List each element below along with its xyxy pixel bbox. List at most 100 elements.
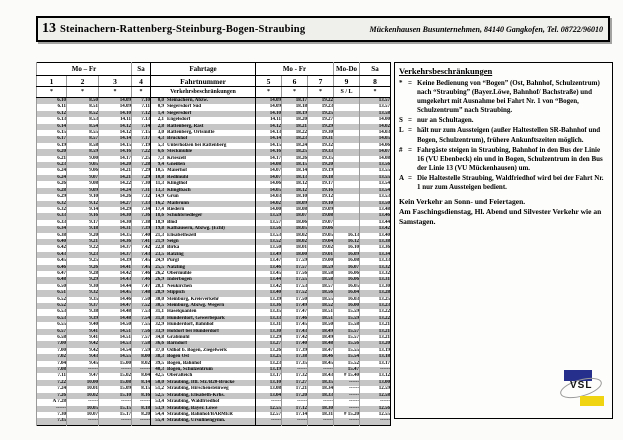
- station-cell: 55,4 Straubing, Ursulinengymn.: [150, 418, 256, 426]
- time-cell: 8.00: [131, 354, 151, 361]
- table-row: 7.24 10.01 15.09 8.15 51,2 Straubing, Hirsche…: [36, 386, 391, 393]
- time-cell: ------: [333, 399, 360, 406]
- time-cell: 9.39: [66, 315, 99, 323]
- km-value: 18,6: [155, 213, 164, 219]
- time-cell: 7.36: [131, 213, 151, 220]
- km-value: 51,2: [155, 386, 164, 392]
- time-cell: 18.48: [307, 341, 334, 348]
- station-cell: 50,0 Straubing, Ittl. Str./B20-Brücke: [150, 379, 256, 387]
- time-cell: 19.19: [307, 168, 334, 175]
- km-value: 16,2: [155, 200, 164, 206]
- time-cell: 14.15: [98, 142, 132, 150]
- time-cell: 15.47: [333, 367, 360, 374]
- time-cell: 18.01: [281, 245, 308, 252]
- km-value: 28,9: [155, 290, 164, 296]
- time-cell: 13.22: [359, 315, 391, 323]
- time-cell: [333, 149, 360, 156]
- time-cell: 12.58: [359, 392, 391, 400]
- time-cell: 6.43: [36, 251, 67, 259]
- station-cell: 53,4 Straubing, Waldfriedhof: [150, 399, 256, 406]
- station-cell: 39,5 Bogen, Bahnhof: [150, 360, 256, 368]
- table-row: 6.48 9.29 14.43 7.46 26,9 Inderbogen 13.44 17.5…: [36, 277, 391, 284]
- legend-symbol: A: [399, 173, 405, 182]
- time-cell: 18.34: [307, 386, 334, 393]
- station-name: Birka: [167, 245, 180, 251]
- trip-number: 2: [66, 75, 99, 87]
- km-value: 0,9: [157, 104, 164, 110]
- time-cell: 7.56: [131, 328, 151, 336]
- time-cell: 13.45: [255, 270, 282, 278]
- time-cell: ------: [131, 399, 151, 406]
- time-cell: 9.28: [66, 270, 99, 278]
- time-cell: 18.19: [281, 110, 308, 118]
- time-cell: 14.07: [359, 149, 391, 156]
- station-cell: 28,1 Neukirchen: [150, 283, 256, 291]
- restriction-symbol: *: [281, 86, 308, 98]
- legend-symbol: *: [399, 79, 403, 87]
- time-cell: 18.51: [307, 315, 334, 323]
- time-cell: ------: [359, 399, 391, 406]
- time-cell: 16.00: [333, 303, 360, 310]
- time-cell: 14.10: [98, 110, 132, 118]
- time-cell: 7.55: [131, 322, 151, 329]
- km-value: 21,3: [155, 232, 164, 238]
- station-name: Riedern: [167, 206, 185, 212]
- table-row: 7.08 ------ ------ ------ 40,3 Bogen, Schulze…: [36, 367, 391, 374]
- table-row: 6.43 9.23 14.37 7.43 23,5 Ratzing 13.49 18.00 19…: [36, 251, 391, 259]
- time-cell: 9.35: [66, 296, 99, 303]
- station-name: Straubing, Bayer. Löwe: [167, 405, 218, 411]
- km-value: 50,0: [155, 379, 164, 385]
- restriction-symbol: *: [307, 86, 334, 98]
- station-name: Straubing, Ittl. Str./B20-Brücke: [167, 379, 235, 385]
- time-cell: 6.11: [36, 104, 67, 111]
- time-cell: 13.33: [359, 258, 391, 265]
- time-cell: 14.46: [98, 296, 132, 303]
- time-cell: 17.52: [281, 290, 308, 297]
- km-value: 23,5: [155, 251, 164, 257]
- time-cell: 17.27: [281, 379, 308, 387]
- time-cell: 6.23: [36, 162, 67, 169]
- legend-symbol: S: [399, 116, 403, 125]
- time-cell: 6.40: [36, 238, 67, 246]
- time-cell: 16.09: [333, 251, 360, 259]
- time-cell: 14.26: [98, 194, 132, 201]
- time-cell: 10.02: [66, 392, 99, 400]
- time-cell: # 15.40: [333, 373, 360, 380]
- time-cell: 18.06: [281, 219, 308, 227]
- station-cell: 52,5 Straubing, Elisabeth-Krhs.: [150, 392, 256, 400]
- time-cell: 9.40: [66, 322, 99, 329]
- km-value: 52,5: [155, 392, 164, 398]
- station-cell: 37,0 Ödhof b. Bogen, Ziegelwerk: [150, 347, 256, 355]
- time-cell: 17.59: [281, 258, 308, 265]
- station-cell: 54,4 Straubing, Bahnhof/BARMER: [150, 411, 256, 419]
- restriction-symbol: *: [98, 86, 132, 98]
- time-cell: 13.21: [359, 328, 391, 336]
- time-cell: 14.11: [98, 117, 132, 124]
- time-cell: 6.53: [36, 309, 67, 316]
- time-cell: 19.09: [307, 206, 334, 214]
- station-cell: 22,8 Birka: [150, 245, 256, 252]
- time-cell: 17.20: [281, 392, 308, 400]
- time-cell: 13.17: [255, 373, 282, 380]
- time-cell: 6.24: [36, 174, 67, 182]
- table-row: 7.02 9.43 14.55 8.00 38,3 Bogen Ost 13.25 17.38…: [36, 354, 391, 361]
- time-cell: ------: [98, 418, 132, 426]
- table-row: 6.26 9.08 14.22 7.30 11,3 Klinglhof 14.06 18.12…: [36, 181, 391, 188]
- station-name: Siegersdorf: [167, 110, 192, 116]
- time-cell: 18.33: [307, 392, 334, 400]
- time-cell: 14.39: [98, 258, 132, 265]
- table-row: 6.33 9.17 14.30 7.38 18,9 Blöd 13.57 18.06 19.07…: [36, 219, 391, 227]
- header-row-days: Mo – Fr Sa Fahrtage Mo - Fr Mo-Do Sa: [36, 62, 391, 76]
- time-cell: [333, 213, 360, 220]
- time-cell: 19.16: [307, 187, 334, 195]
- table-row: 6.47 9.28 14.42 7.46 26,2 Obermühle 13.45 17.56…: [36, 270, 391, 278]
- time-cell: 13.19: [255, 367, 282, 374]
- time-cell: 7.57: [131, 335, 151, 342]
- time-cell: 7.24: [36, 386, 67, 393]
- station-cell: 3,0 Rattenberg, Ortsmitte: [150, 130, 256, 137]
- time-cell: 15.17: [98, 411, 132, 419]
- time-cell: 13.53: [255, 232, 282, 239]
- time-cell: 14.09: [255, 97, 282, 105]
- table-row: 6.28 9.09 14.24 7.31 13,3 Klinglbach 14.05 18.1…: [36, 187, 391, 195]
- time-cell: 7.02: [36, 354, 67, 361]
